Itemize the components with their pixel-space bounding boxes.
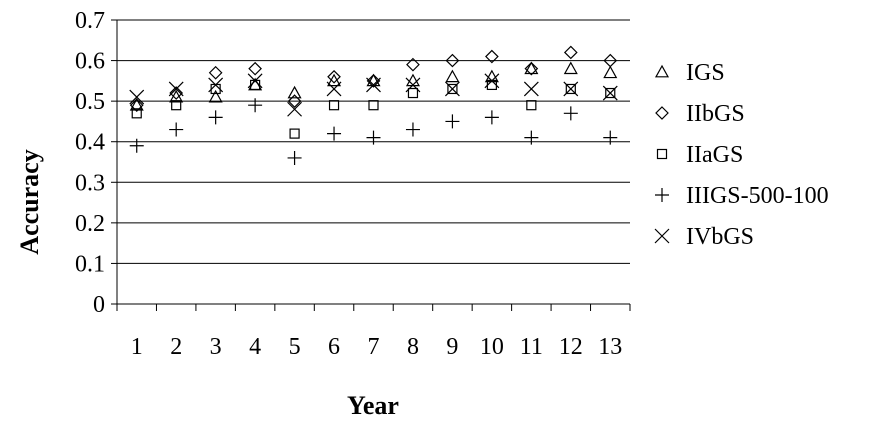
legend-marker-ivbgs	[654, 228, 670, 244]
point-iiags	[447, 83, 458, 95]
point-iibgs	[366, 74, 381, 88]
point-ivbgs	[602, 85, 618, 101]
point-iiags	[131, 108, 142, 119]
point-iiigs-500-100	[603, 130, 618, 145]
y-axis-title: Accuracy	[15, 149, 44, 254]
x-tick-label: 3	[210, 334, 222, 360]
point-igs	[208, 89, 223, 103]
x-tick-label: 2	[170, 334, 182, 360]
point-iiags	[407, 87, 419, 99]
legend-marker-iibgs	[655, 106, 669, 120]
point-iibgs	[485, 49, 499, 64]
point-iibgs	[524, 61, 539, 76]
y-tick-label: 0.2	[75, 211, 105, 237]
x-tick-label: 1	[131, 334, 143, 360]
point-iiags	[565, 83, 576, 95]
point-iiigs-500-100	[208, 110, 223, 125]
point-iiigs-500-100	[327, 126, 342, 141]
x-tick-label: 13	[598, 334, 622, 360]
y-tick-label: 0.1	[75, 251, 105, 277]
point-iibgs	[603, 53, 618, 68]
legend-label-iibgs: IIbGS	[686, 101, 745, 127]
point-iiigs-500-100	[169, 122, 184, 137]
point-iiigs-500-100	[129, 138, 144, 153]
point-iiags	[368, 100, 379, 111]
point-iiags	[171, 100, 182, 111]
y-tick-label: 0.7	[75, 8, 105, 34]
point-iibgs	[208, 65, 223, 80]
x-tick-label: 10	[480, 334, 504, 360]
point-ivbgs	[326, 81, 342, 97]
point-ivbgs	[523, 81, 539, 97]
point-igs	[287, 85, 302, 99]
legend-marker-igs	[654, 64, 670, 78]
y-tick-label: 0.6	[75, 49, 105, 75]
point-iibgs	[563, 45, 578, 60]
legend-label-igs: IGS	[686, 60, 725, 86]
point-iiags	[526, 100, 537, 111]
point-iibgs	[406, 57, 420, 72]
point-igs	[129, 97, 144, 111]
legend-label-ivbgs: IVbGS	[686, 224, 754, 250]
point-iiags	[605, 87, 616, 99]
legend-label-iiigs-500-100: IIIGS-500-100	[686, 183, 829, 209]
point-iibgs	[327, 69, 341, 84]
point-iiigs-500-100	[366, 130, 381, 145]
y-tick-label: 0.4	[75, 130, 105, 156]
y-tick-label: 0.5	[75, 89, 105, 115]
x-tick-label: 7	[368, 334, 380, 360]
point-ivbgs	[484, 73, 500, 89]
point-ivbgs	[405, 77, 421, 93]
data-points	[129, 45, 618, 165]
point-ivbgs	[444, 81, 460, 97]
point-iibgs	[169, 86, 184, 100]
point-iiigs-500-100	[405, 122, 420, 137]
axes: 00.10.20.30.40.50.60.71 2 3 4 5 6 7 8 9 10 11 12 13	[75, 8, 631, 360]
point-iibgs	[248, 61, 262, 76]
point-igs	[524, 61, 539, 75]
x-axis-title: Year	[347, 391, 399, 420]
point-iibgs	[287, 94, 302, 108]
legend-marker-iiags	[656, 148, 668, 160]
point-iiags	[289, 128, 300, 139]
point-iiigs-500-100	[248, 98, 263, 113]
point-iiags	[328, 100, 340, 111]
point-ivbgs	[247, 73, 263, 89]
legend-marker-iiigs-500-100	[655, 188, 669, 202]
point-iibgs	[445, 53, 460, 68]
x-tick-label: 8	[407, 334, 419, 360]
point-ivbgs	[287, 101, 303, 117]
legend-label-iiags: IIaGS	[686, 142, 743, 168]
y-tick-label: 0	[93, 292, 105, 318]
point-iiigs-500-100	[445, 114, 460, 129]
point-iibgs	[129, 98, 144, 113]
point-igs	[603, 65, 618, 79]
x-tick-label: 12	[559, 334, 583, 360]
point-iiigs-500-100	[524, 130, 539, 145]
x-tick-label: 4	[249, 334, 261, 360]
point-ivbgs	[129, 89, 145, 105]
x-tick-label: 11	[520, 334, 543, 360]
x-tick-label: 9	[446, 334, 458, 360]
point-iiigs-500-100	[484, 110, 499, 125]
point-iiigs-500-100	[563, 106, 578, 121]
point-ivbgs	[366, 77, 381, 93]
point-iiigs-500-100	[287, 150, 302, 165]
x-tick-label: 6	[328, 334, 340, 360]
x-tick-label: 5	[289, 334, 301, 360]
y-tick-label: 0.3	[75, 170, 105, 196]
point-ivbgs	[563, 81, 579, 97]
point-ivbgs	[208, 77, 224, 93]
legend: IGS IIbGS IIaGS IIIGS-500-100 IVbGS	[654, 60, 829, 250]
point-ivbgs	[168, 81, 184, 97]
point-igs	[445, 69, 460, 83]
point-igs	[563, 61, 578, 75]
